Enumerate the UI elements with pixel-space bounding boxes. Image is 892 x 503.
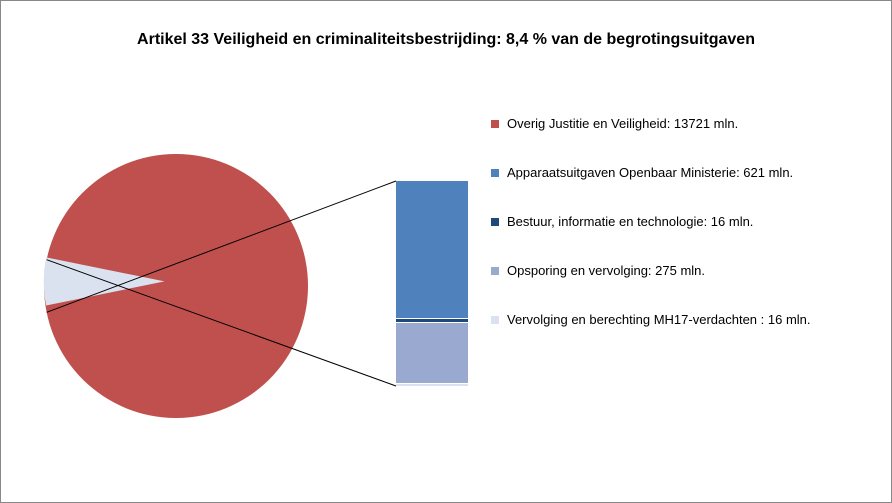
bar-segment — [396, 322, 468, 383]
chart-area — [41, 121, 471, 451]
chart-title: Artikel 33 Veiligheid en criminaliteitsb… — [1, 31, 891, 49]
legend-marker — [491, 120, 499, 128]
legend-item: Bestuur, informatie en technologie: 16 m… — [491, 214, 881, 229]
leader-line — [47, 260, 396, 386]
legend-marker — [491, 316, 499, 324]
breakout-bar-stack — [396, 181, 468, 386]
legend-label: Overig Justitie en Veiligheid: 13721 mln… — [507, 116, 738, 131]
legend-item: Apparaatsuitgaven Openbaar Ministerie: 6… — [491, 165, 881, 180]
legend-label: Vervolging en berechting MH17-verdachten… — [507, 312, 811, 327]
legend: Overig Justitie en Veiligheid: 13721 mln… — [491, 116, 881, 361]
legend-item: Vervolging en berechting MH17-verdachten… — [491, 312, 881, 327]
bar-segment — [396, 383, 468, 386]
legend-item: Overig Justitie en Veiligheid: 13721 mln… — [491, 116, 881, 131]
legend-label: Bestuur, informatie en technologie: 16 m… — [507, 214, 753, 229]
leader-line — [47, 181, 396, 312]
bar-segment — [396, 181, 468, 318]
legend-label: Apparaatsuitgaven Openbaar Ministerie: 6… — [507, 165, 793, 180]
legend-marker — [491, 218, 499, 226]
legend-item: Opsporing en vervolging: 275 mln. — [491, 263, 881, 278]
legend-marker — [491, 169, 499, 177]
legend-label: Opsporing en vervolging: 275 mln. — [507, 263, 705, 278]
legend-marker — [491, 267, 499, 275]
